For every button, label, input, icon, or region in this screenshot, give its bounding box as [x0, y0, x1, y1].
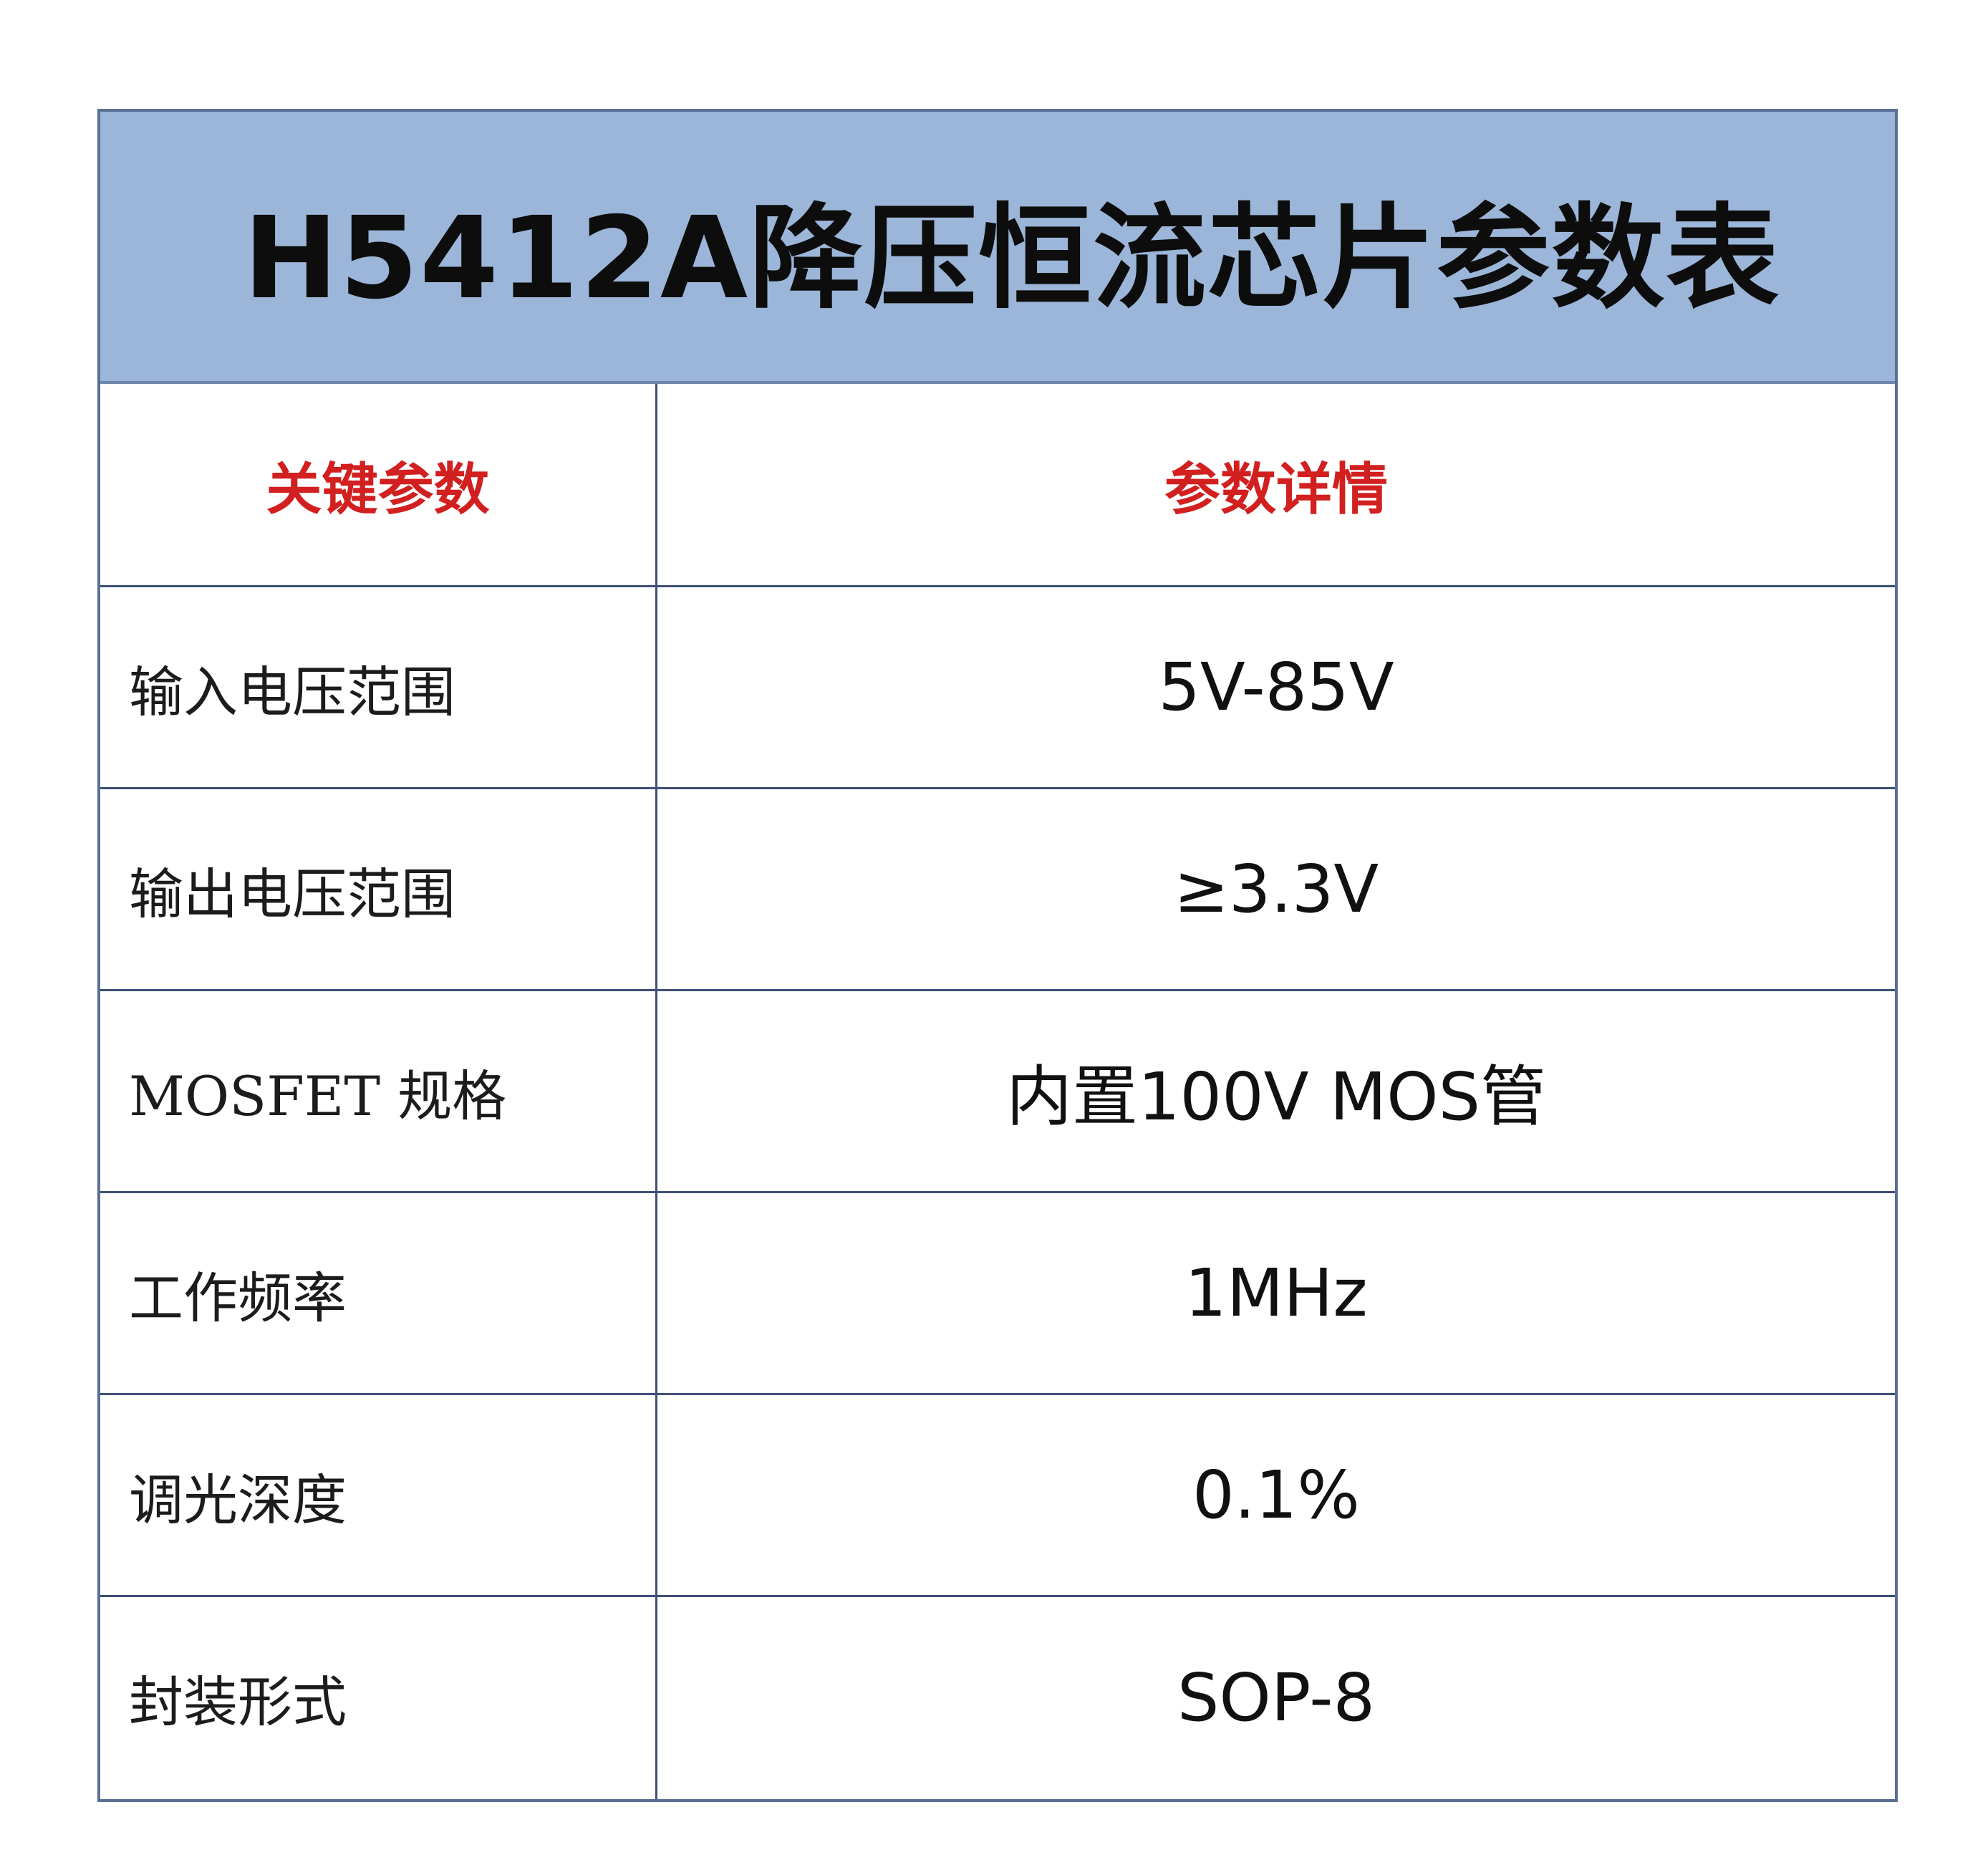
- column-divider: [655, 384, 657, 1799]
- row-key-cell: 输出电压范围: [129, 862, 455, 926]
- table-row: 封装形式 SOP-8: [100, 1597, 1895, 1798]
- row-value-cell: 内置100V MOS管: [1006, 1059, 1546, 1135]
- parameter-table: 关键参数 参数详情 输入电压范围 5V-85V 输出电压范围 ≥3.3V MOS…: [100, 384, 1895, 1798]
- row-value-cell: 5V-85V: [1158, 649, 1394, 726]
- row-value-cell: 0.1%: [1192, 1457, 1360, 1533]
- table-header-row: 关键参数 参数详情: [100, 384, 1895, 587]
- row-value-cell: 1MHz: [1184, 1255, 1368, 1331]
- row-key-cell: 工作频率: [129, 1266, 347, 1330]
- row-key-cell: MOSFET 规格: [129, 1064, 507, 1128]
- row-key-cell: 调光深度: [129, 1468, 347, 1532]
- table-row: 输出电压范围 ≥3.3V: [100, 789, 1895, 991]
- header-key-cell: 关键参数: [266, 456, 490, 522]
- table-row: 输入电压范围 5V-85V: [100, 587, 1895, 789]
- header-value-cell: 参数详情: [1164, 456, 1388, 522]
- row-value-cell: SOP-8: [1177, 1659, 1375, 1736]
- parameter-table-sheet: H5412A降压恒流芯片参数表 关键参数 参数详情 输入电压范围 5V-85V …: [97, 109, 1898, 1802]
- row-key-cell: 输入电压范围: [129, 660, 455, 724]
- table-row: 调光深度 0.1%: [100, 1395, 1895, 1597]
- row-key-cell: 封装形式: [129, 1670, 347, 1734]
- page-title: H5412A降压恒流芯片参数表: [243, 192, 1781, 324]
- row-value-cell: ≥3.3V: [1173, 851, 1379, 927]
- table-row: 工作频率 1MHz: [100, 1193, 1895, 1395]
- table-row: MOSFET 规格 内置100V MOS管: [100, 991, 1895, 1193]
- title-banner: H5412A降压恒流芯片参数表: [100, 112, 1895, 384]
